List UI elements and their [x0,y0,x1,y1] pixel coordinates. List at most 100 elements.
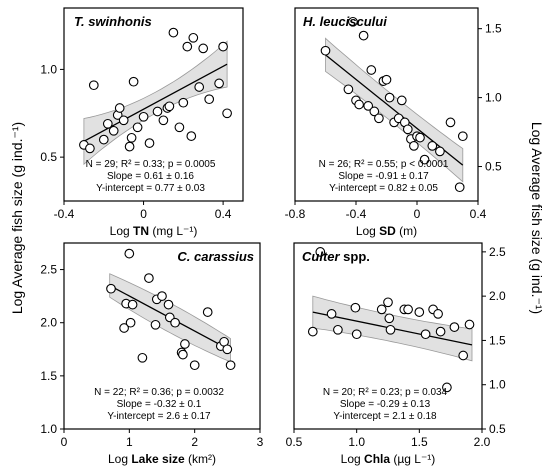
data-point [419,154,430,165]
y-tick-label: 1.5 [40,369,57,383]
stat-line: N = 26; R² = 0.55; p < 0.0001 [319,159,449,170]
data-point [449,322,460,332]
data-point [415,132,425,143]
x-axis-label-part: (km²) [185,452,216,466]
data-point [98,134,109,145]
stat-line: N = 20; R² = 0.23; p = 0.034 [323,387,448,398]
stat-line: Y-intercept = 0.77 ± 0.03 [96,183,205,194]
data-point [396,95,407,106]
x-tick-label: 2 [191,435,198,449]
data-point [202,307,213,317]
x-axis-label-part: Log [108,452,131,466]
y-tick-label: 1.5 [485,22,502,36]
stat-line: Slope = -0.32 ± 0.1 [117,399,202,410]
data-point [384,313,395,324]
data-point [351,329,362,340]
data-point [315,247,326,257]
data-point [433,309,443,319]
data-point [137,352,148,363]
data-point [138,111,149,122]
data-point [326,309,337,319]
data-point [435,326,446,337]
data-point [402,124,413,135]
plot-frame [293,242,483,430]
data-point [445,117,456,128]
data-point [435,146,445,157]
y-tick-label: 1.5 [489,333,506,347]
panel-title-species: H. leuciscului [303,14,387,29]
x-tick-label: -0.4 [54,207,75,221]
data-point [158,115,169,126]
data-point [222,344,233,355]
plot-frame [63,7,244,202]
plot-frame [63,242,261,430]
data-point [376,304,387,315]
x-axis-label-part: Log [341,452,364,466]
panel-lake-size: 0 1 2 3 1.0 1.5 2.0 2.5 C. carassius N = 22; R² =… [40,242,264,466]
data-point [125,317,136,328]
plot-frame [294,7,479,202]
data-point [144,138,155,148]
x-axis-label-part: (mg L⁻¹) [149,224,197,238]
data-point [188,32,199,43]
stat-line: Slope = 0.61 ± 0.16 [107,171,194,182]
y-tick-label: 1.0 [40,62,57,76]
data-point [102,118,113,129]
y-tick-label: 1.0 [485,91,502,105]
data-point [383,297,393,308]
data-point [381,74,392,85]
x-tick-label: -0.8 [285,207,306,221]
x-axis-label-part: Log [356,224,379,238]
data-point [186,131,197,141]
data-point [307,326,318,337]
stat-line: Slope = -0.29 ± 0.13 [340,399,431,410]
data-point [454,182,465,193]
data-point [178,349,188,360]
x-axis-label: Log TN (mg L⁻¹) [110,224,198,238]
data-point [214,78,224,89]
y-tick-label: 1.0 [40,422,57,436]
regression-line [83,63,228,142]
x-tick-label: 0.4 [470,207,487,221]
x-tick-label: 0 [414,207,421,221]
data-point [119,323,129,333]
x-axis-label: Log SD (m) [356,224,417,238]
data-point [369,106,380,117]
panel-title: C. carassius [177,249,254,264]
data-point [414,307,425,317]
x-axis-label-part: (m) [396,224,417,238]
data-point [343,84,354,95]
data-point [403,304,413,315]
data-point [114,103,125,113]
data-point [458,350,469,361]
data-point [384,92,395,103]
data-point [374,113,384,124]
data-point [152,106,163,117]
x-axis-label: Log Lake size (km²) [108,452,216,466]
data-point [180,339,190,349]
x-tick-label: 1 [126,435,133,449]
stat-line: Y-intercept = 0.82 ± 0.05 [329,183,438,194]
data-point [189,360,200,371]
data-point [126,132,137,143]
x-axis-label-part: Lake size [131,452,185,466]
x-axis-label: Log Chla (µg L⁻¹) [341,452,436,466]
panel-title-species: Culter [302,249,341,264]
data-point [88,80,99,91]
data-point [163,299,174,310]
panel-tn: -0.4 0 0.4 0.5 1.0 T. swinhonis N = 29; R² = 0… [40,7,244,238]
data-point [164,101,175,112]
x-tick-label: 1.0 [348,435,365,449]
data-point [150,319,161,330]
data-point [124,141,135,152]
data-point [127,299,138,310]
data-point [222,108,232,119]
y-tick-label: 2.5 [489,245,506,259]
y-tick-label: 0.5 [40,150,57,164]
x-tick-label: 2.0 [474,435,491,449]
data-point [144,273,154,283]
data-point [225,360,236,371]
x-axis-label-part: Log [110,224,133,238]
x-axis-label-part: (µg L⁻¹) [390,452,435,466]
stat-line: Slope = -0.91 ± 0.17 [338,171,429,182]
